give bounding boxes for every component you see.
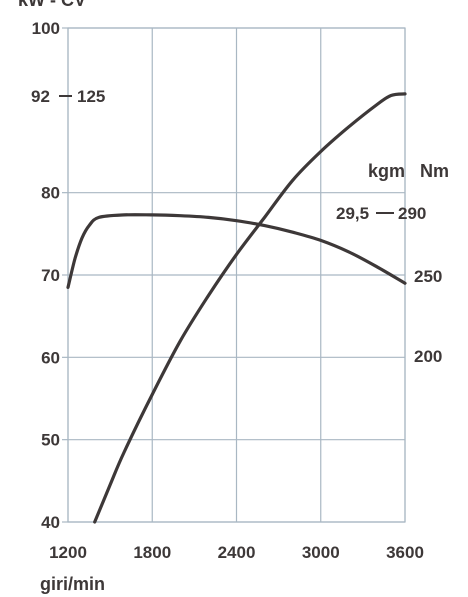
power-curve — [93, 92, 407, 524]
left-tick-70: 70 — [41, 266, 60, 285]
right-axis-unit-kgm: kgm — [368, 161, 405, 181]
peak-power-cv-label: 125 — [77, 87, 105, 106]
x-axis-title: giri/min — [40, 574, 105, 594]
x-tick-1200: 1200 — [49, 543, 87, 562]
left-tick-100: 100 — [32, 19, 60, 38]
left-tick-50: 50 — [41, 431, 60, 450]
right-axis-unit-nm: Nm — [420, 161, 449, 181]
grid — [67, 27, 406, 523]
right-tick-200: 200 — [414, 347, 442, 366]
x-tick-3600: 3600 — [386, 543, 424, 562]
left-tick-60: 60 — [41, 348, 60, 367]
peak-torque-kgm-label: 29,5 — [336, 204, 369, 223]
right-tick-250: 250 — [414, 267, 442, 286]
x-tick-2400: 2400 — [218, 543, 256, 562]
series-group — [66, 92, 407, 524]
tick-labels: 40 50 60 70 80 100 1200 1800 2400 3000 3600 — [32, 19, 424, 562]
top-axis-unit-label: kW - CV — [18, 0, 86, 10]
peak-power-kw-label: 92 — [31, 87, 50, 106]
left-tick-80: 80 — [41, 184, 60, 203]
left-tick-40: 40 — [41, 513, 60, 532]
x-tick-1800: 1800 — [133, 543, 171, 562]
torque-curve — [66, 213, 407, 289]
x-tick-3000: 3000 — [302, 543, 340, 562]
peak-torque-nm-label: 290 — [398, 204, 426, 223]
